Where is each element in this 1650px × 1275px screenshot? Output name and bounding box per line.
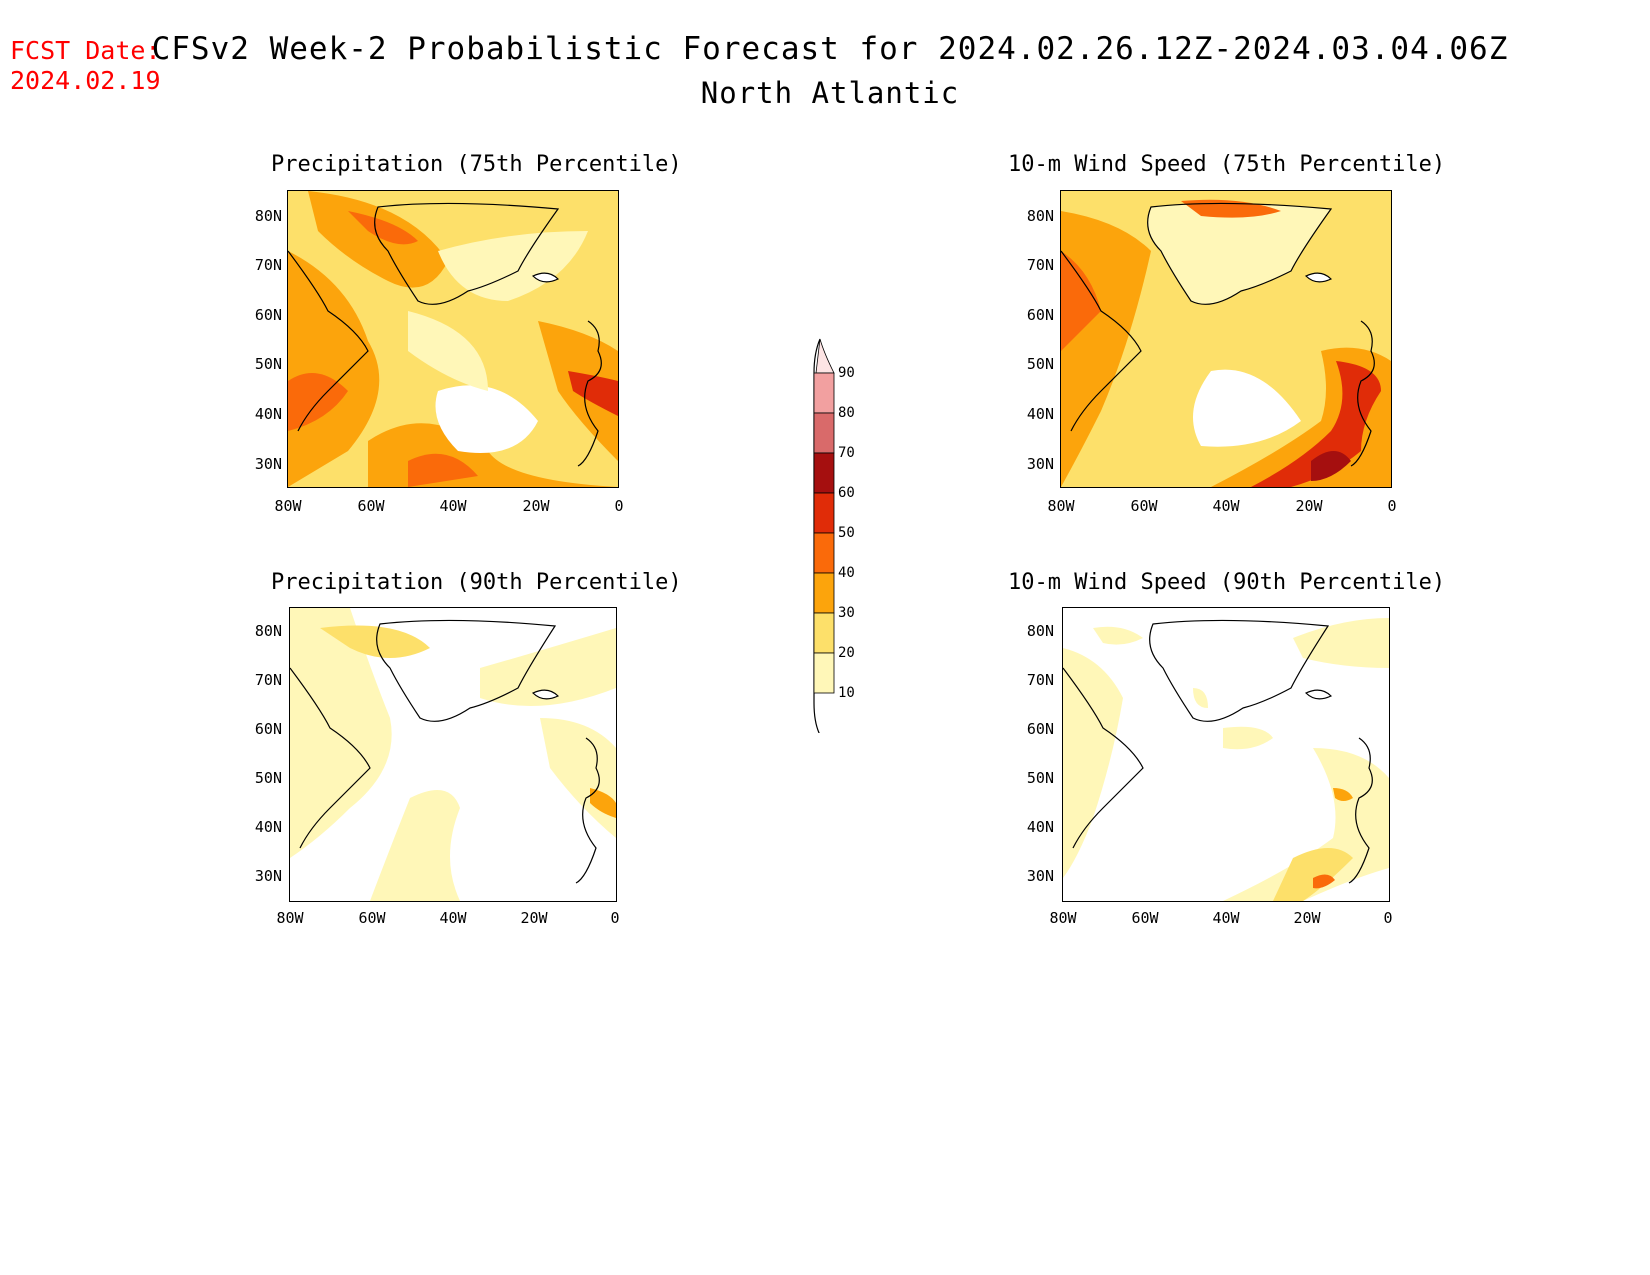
lon-label: 60W bbox=[358, 909, 386, 927]
lat-label: 50N bbox=[254, 355, 282, 373]
legend-level-label: 20 bbox=[838, 645, 855, 661]
lat-label: 80N bbox=[1026, 622, 1054, 640]
lat-label: 70N bbox=[254, 671, 282, 689]
main-title: CFSv2 Week-2 Probabilistic Forecast for … bbox=[151, 31, 1509, 67]
legend-swatch bbox=[813, 372, 835, 414]
lat-label: 70N bbox=[254, 256, 282, 274]
legend-level-label: 70 bbox=[838, 445, 855, 461]
panel-title: 10-m Wind Speed (90th Percentile) bbox=[1008, 570, 1446, 595]
color-bar bbox=[813, 338, 835, 733]
lat-label: 50N bbox=[254, 769, 282, 787]
lon-label: 60W bbox=[1131, 909, 1159, 927]
lon-label: 80W bbox=[274, 497, 302, 515]
lat-label: 40N bbox=[254, 818, 282, 836]
legend-level-label: 30 bbox=[838, 605, 855, 621]
lat-label: 40N bbox=[1026, 818, 1054, 836]
map-frame bbox=[289, 607, 617, 902]
panel-title: 10-m Wind Speed (75th Percentile) bbox=[1008, 152, 1446, 177]
lon-label: 20W bbox=[522, 497, 550, 515]
lat-label: 50N bbox=[1026, 769, 1054, 787]
lat-label: 80N bbox=[1026, 207, 1054, 225]
legend-level-label: 60 bbox=[838, 485, 855, 501]
lon-label: 40W bbox=[439, 909, 467, 927]
legend-swatch bbox=[813, 532, 835, 574]
lat-label: 50N bbox=[1026, 355, 1054, 373]
lon-label: 20W bbox=[520, 909, 548, 927]
lon-label: 0 bbox=[1383, 909, 1393, 927]
map-canvas bbox=[290, 608, 616, 901]
panel-title: Precipitation (90th Percentile) bbox=[271, 570, 682, 595]
legend-level-label: 10 bbox=[838, 685, 855, 701]
lon-label: 0 bbox=[1387, 497, 1397, 515]
map-canvas bbox=[1061, 191, 1391, 487]
panel-title: Precipitation (75th Percentile) bbox=[271, 152, 682, 177]
legend-level-label: 50 bbox=[838, 525, 855, 541]
legend-swatch bbox=[813, 572, 835, 614]
lon-label: 20W bbox=[1293, 909, 1321, 927]
lon-label: 40W bbox=[1212, 909, 1240, 927]
lon-label: 80W bbox=[1047, 497, 1075, 515]
legend-swatch bbox=[813, 412, 835, 454]
lat-label: 40N bbox=[254, 405, 282, 423]
lat-label: 30N bbox=[1026, 867, 1054, 885]
lon-label: 60W bbox=[357, 497, 385, 515]
lat-label: 60N bbox=[1026, 306, 1054, 324]
legend-level-label: 80 bbox=[838, 405, 855, 421]
legend-swatch bbox=[813, 492, 835, 534]
lat-label: 60N bbox=[254, 306, 282, 324]
region-subtitle: North Atlantic bbox=[700, 76, 960, 110]
lon-label: 20W bbox=[1295, 497, 1323, 515]
lon-label: 80W bbox=[1049, 909, 1077, 927]
map-canvas bbox=[288, 191, 618, 487]
map-frame bbox=[1060, 190, 1392, 488]
legend-level-label: 90 bbox=[838, 365, 855, 381]
map-frame bbox=[1062, 607, 1390, 902]
lon-label: 40W bbox=[1212, 497, 1240, 515]
lat-label: 80N bbox=[254, 207, 282, 225]
lat-label: 30N bbox=[1026, 455, 1054, 473]
legend-swatch bbox=[813, 452, 835, 494]
lat-label: 30N bbox=[254, 455, 282, 473]
legend-swatch bbox=[813, 612, 835, 654]
legend-swatch bbox=[813, 652, 835, 694]
fcst-date-value: 2024.02.19 bbox=[10, 66, 161, 95]
lat-label: 70N bbox=[1026, 671, 1054, 689]
lat-label: 80N bbox=[254, 622, 282, 640]
lat-label: 60N bbox=[1026, 720, 1054, 738]
fcst-date-block: FCST Date: 2024.02.19 bbox=[10, 36, 161, 96]
lon-label: 40W bbox=[439, 497, 467, 515]
lon-label: 0 bbox=[610, 909, 620, 927]
map-canvas bbox=[1063, 608, 1389, 901]
lat-label: 70N bbox=[1026, 256, 1054, 274]
lon-label: 60W bbox=[1130, 497, 1158, 515]
lon-label: 80W bbox=[276, 909, 304, 927]
lat-label: 40N bbox=[1026, 405, 1054, 423]
lat-label: 30N bbox=[254, 867, 282, 885]
legend-level-label: 40 bbox=[838, 565, 855, 581]
fcst-date-label: FCST Date: bbox=[10, 36, 161, 65]
map-frame bbox=[287, 190, 619, 488]
lat-label: 60N bbox=[254, 720, 282, 738]
lon-label: 0 bbox=[614, 497, 624, 515]
